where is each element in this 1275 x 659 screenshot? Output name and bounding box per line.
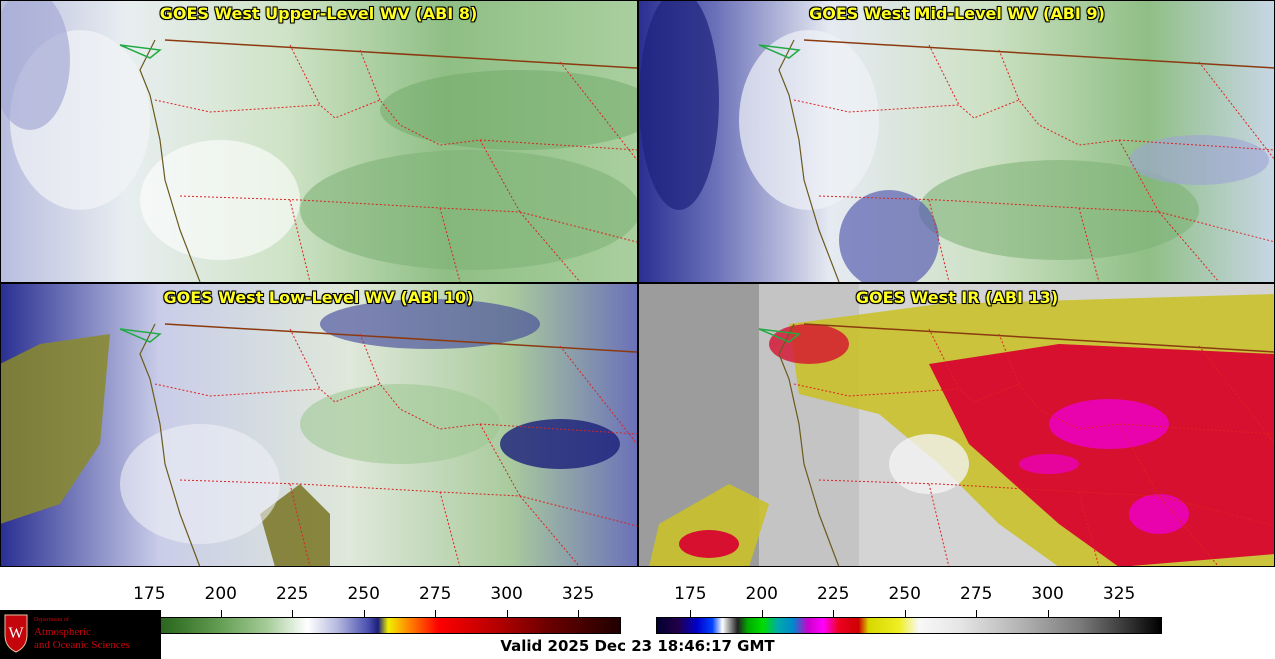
map-overlay bbox=[119, 39, 637, 282]
colorbar-tick-label: 175 bbox=[133, 584, 166, 604]
colorbar-tick-label: 175 bbox=[674, 584, 707, 604]
colorbar-tick-label: 200 bbox=[745, 584, 778, 604]
map-overlay bbox=[758, 323, 1275, 567]
satellite-image-low-wv bbox=[0, 284, 637, 567]
aos-logo: W Department of Atmospheric and Oceanic … bbox=[0, 610, 161, 659]
colorbar-gradient-ir bbox=[656, 617, 1162, 634]
colorbar-infrared: 175 200 225 250 275 300 325 bbox=[656, 572, 1162, 636]
satellite-image-ir bbox=[639, 284, 1275, 567]
panel-divider-horizontal bbox=[0, 282, 1275, 284]
panel-low-level-wv: GOES West Low-Level WV (ABI 10) bbox=[0, 284, 637, 567]
colorbar-tick-label: 250 bbox=[347, 584, 380, 604]
colorbar-tick-mark bbox=[976, 610, 978, 618]
logo-line-2: and Oceanic Sciences bbox=[34, 639, 130, 651]
colorbar-tick-mark bbox=[506, 610, 508, 618]
crest-icon: W bbox=[4, 614, 28, 653]
panel-mid-level-wv: GOES West Mid-Level WV (ABI 9) bbox=[639, 0, 1275, 282]
logo-line-1: Atmospheric bbox=[34, 626, 91, 638]
colorbar-gradient-wv bbox=[115, 617, 621, 634]
panel-title: GOES West IR (ABI 13) bbox=[855, 288, 1059, 307]
colorbar-tick-mark bbox=[761, 610, 763, 618]
colorbar-water-vapor: 175 200 225 250 275 300 325 bbox=[115, 572, 621, 636]
colorbar-tick-mark bbox=[904, 610, 906, 618]
satellite-image-upper-wv bbox=[0, 0, 637, 282]
panel-title: GOES West Low-Level WV (ABI 10) bbox=[163, 288, 474, 307]
colorbar-tick-mark bbox=[833, 610, 835, 618]
panel-title: GOES West Upper-Level WV (ABI 8) bbox=[159, 4, 478, 23]
satellite-image-mid-wv bbox=[639, 0, 1275, 282]
colorbar-tick-label: 200 bbox=[204, 584, 237, 604]
colorbar-tick-label: 225 bbox=[817, 584, 850, 604]
colorbar-tick-mark bbox=[1119, 610, 1121, 618]
colorbar-ticks: 175 200 225 250 275 300 325 bbox=[656, 572, 1162, 618]
colorbar-tick-mark bbox=[220, 610, 222, 618]
logo-dept: Department of bbox=[34, 617, 69, 623]
colorbar-tick-label: 275 bbox=[418, 584, 452, 604]
colorbar-tick-mark bbox=[1047, 610, 1049, 618]
panel-upper-level-wv: GOES West Upper-Level WV (ABI 8) bbox=[0, 0, 637, 282]
colorbar-tick-label: 325 bbox=[561, 584, 595, 604]
colorbar-tick-label: 300 bbox=[1031, 584, 1064, 604]
colorbar-ticks: 175 200 225 250 275 300 325 bbox=[115, 572, 621, 618]
colorbar-tick-label: 250 bbox=[888, 584, 921, 604]
map-overlay bbox=[119, 323, 637, 567]
colorbar-tick-label: 325 bbox=[1102, 584, 1136, 604]
colorbar-tick-label: 275 bbox=[959, 584, 993, 604]
colorbar-tick-label: 300 bbox=[490, 584, 523, 604]
map-overlay bbox=[758, 39, 1275, 282]
panel-title: GOES West Mid-Level WV (ABI 9) bbox=[809, 4, 1105, 23]
colorbar-tick-mark bbox=[435, 610, 437, 618]
colorbar-tick-mark bbox=[690, 610, 692, 618]
panel-ir: GOES West IR (ABI 13) bbox=[639, 284, 1275, 567]
colorbar-tick-mark bbox=[363, 610, 365, 618]
colorbar-tick-mark bbox=[292, 610, 294, 618]
svg-text:W: W bbox=[8, 625, 24, 642]
valid-time: Valid 2025 Dec 23 18:46:17 GMT bbox=[500, 637, 775, 655]
colorbar-tick-mark bbox=[578, 610, 580, 618]
colorbar-tick-label: 225 bbox=[276, 584, 309, 604]
